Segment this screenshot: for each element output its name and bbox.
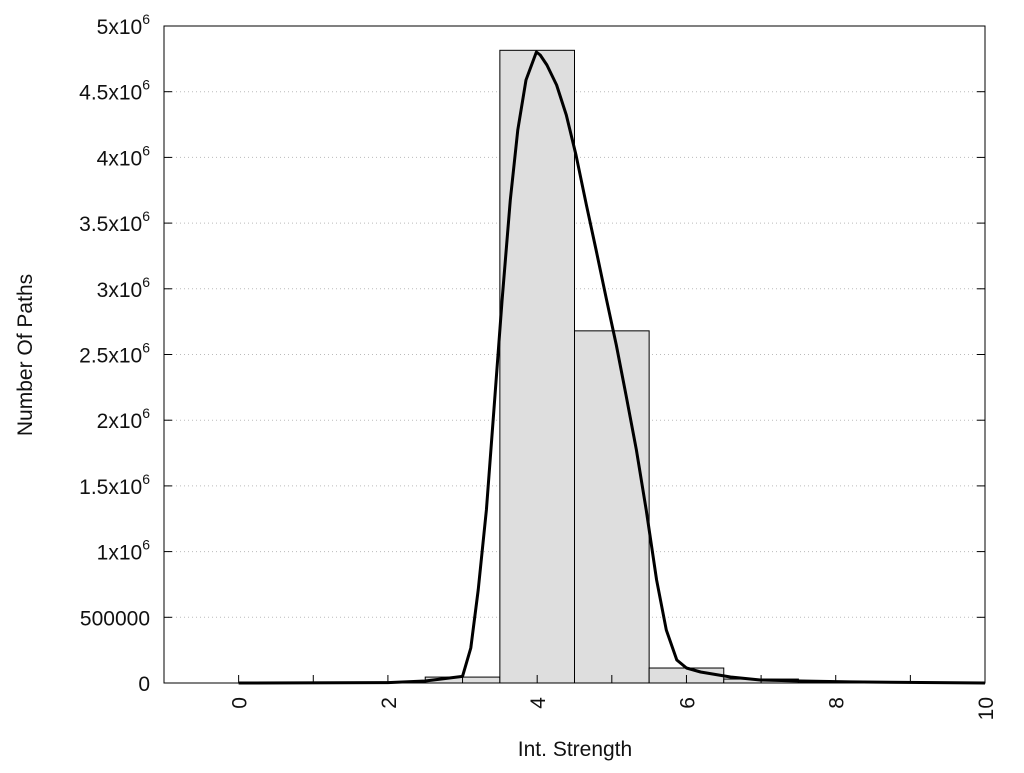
y-tick-label-base: 1x10 <box>97 542 143 565</box>
y-tick-label-exponent: 6 <box>142 405 150 421</box>
y-tick-label: 4.5x106 <box>79 77 150 105</box>
y-tick-label-base: 1.5x10 <box>79 476 142 499</box>
histogram-bar <box>574 330 650 684</box>
y-tick-label-base: 2x10 <box>97 410 143 433</box>
fit-curve-line <box>238 50 986 685</box>
y-tick-label-exponent: 6 <box>142 142 150 158</box>
y-tick-label: 3.5x106 <box>79 208 150 236</box>
y-tick-label: 2.5x106 <box>79 340 150 368</box>
y-tick-label-base: 4.5x10 <box>79 82 142 105</box>
x-axis-label: Int. Strength <box>518 738 632 761</box>
x-tick-label: 10 <box>975 697 998 720</box>
y-tick-label-exponent: 6 <box>142 274 150 290</box>
y-tick-label: 4x106 <box>97 142 151 170</box>
y-tick-label-base: 5x10 <box>97 16 143 39</box>
y-tick-label-exponent: 6 <box>142 208 150 224</box>
x-tick-label: 0 <box>229 697 252 709</box>
x-axis-ticks: 0 2 4 6 8 10 <box>229 675 998 720</box>
x-tick-label: 4 <box>527 697 550 709</box>
x-tick-label: 6 <box>676 697 699 709</box>
histogram-bar <box>499 49 576 684</box>
x-tick-label: 8 <box>826 697 849 709</box>
y-tick-label-exponent: 6 <box>142 537 150 553</box>
y-tick-label: 1.5x106 <box>79 471 150 499</box>
y-tick-label-base: 3x10 <box>97 279 143 302</box>
y-tick-label-base: 500000 <box>80 607 150 630</box>
x-tick-label: 2 <box>378 697 401 709</box>
y-tick-label-exponent: 6 <box>142 11 150 27</box>
y-tick-label: 1x106 <box>97 537 151 565</box>
y-tick-label: 5x106 <box>97 11 151 39</box>
y-tick-label-exponent: 6 <box>142 340 150 356</box>
grid-lines <box>164 91 985 618</box>
y-axis-label: Number Of Paths <box>14 274 37 436</box>
y-tick-label: 0 <box>138 673 150 696</box>
y-tick-label-base: 3.5x10 <box>79 213 142 236</box>
y-tick-label-exponent: 6 <box>142 77 150 93</box>
y-tick-label-base: 4x10 <box>97 147 143 170</box>
y-tick-label-base: 0 <box>138 673 150 696</box>
y-tick-label: 3x106 <box>97 274 151 302</box>
y-tick-label: 500000 <box>80 607 150 630</box>
y-tick-label-exponent: 6 <box>142 471 150 487</box>
y-tick-label-base: 2.5x10 <box>79 345 142 368</box>
y-axis-ticks: 05000001x1061.5x1062x1062.5x1063x1063.5x… <box>79 11 985 696</box>
histogram-bars <box>424 49 799 684</box>
y-tick-label: 2x106 <box>97 405 151 433</box>
